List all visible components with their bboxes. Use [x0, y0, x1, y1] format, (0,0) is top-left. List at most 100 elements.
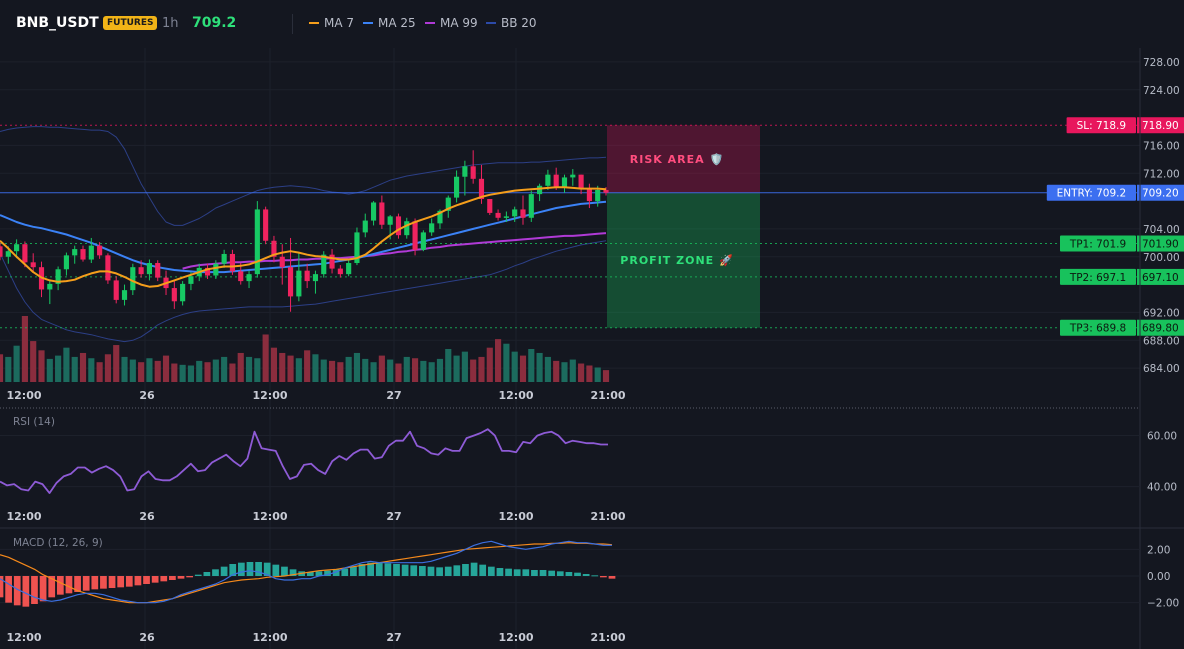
macd-pane: 2.00 0.00 −2.00 MACD (12, 26, 9): [0, 537, 1179, 610]
header-divider: [292, 14, 293, 34]
candle-body: [520, 209, 526, 218]
volume-bar: [403, 356, 410, 382]
macd-histogram-bar: [13, 576, 21, 606]
price-axis-tick: 728.00: [1143, 57, 1180, 69]
macd-histogram-bar: [108, 576, 116, 588]
macd-axis-tick: −2.00: [1147, 598, 1179, 610]
candle-body: [188, 276, 194, 284]
macd-histogram-bar: [229, 564, 237, 576]
interval-label[interactable]: 1h: [162, 16, 179, 31]
level-tag-label: TP3: 689.8: [1069, 323, 1126, 335]
volume-bar: [362, 358, 369, 382]
last-price: 709.2: [192, 15, 237, 31]
level-tag-label: ENTRY: 709.2: [1057, 188, 1126, 200]
ma7-line: [0, 186, 607, 288]
time-axis-tick: 21:00: [590, 510, 625, 523]
volume-bar: [96, 362, 103, 382]
axis-level-label: 709.20: [1142, 188, 1179, 200]
macd-histogram-bar: [237, 562, 245, 576]
volume-bar: [204, 362, 211, 382]
legend-ma25[interactable]: MA 25: [363, 16, 416, 30]
level-tag: [1046, 184, 1136, 201]
macd-histogram-bar: [505, 568, 512, 576]
macd-histogram-bar: [272, 564, 280, 576]
volume-bar: [46, 358, 53, 382]
macd-histogram-bar: [591, 575, 599, 577]
candle-body: [63, 255, 69, 270]
level-tag: [1060, 268, 1136, 285]
level-tag-label: TP2: 697.1: [1069, 272, 1126, 284]
candle-body: [72, 249, 78, 256]
volume-bar: [270, 347, 278, 382]
macd-histogram-bar: [436, 567, 443, 576]
level-tag-label: TP1: 701.9: [1069, 239, 1126, 251]
volume-bar: [312, 354, 319, 382]
macd-histogram-bar: [5, 576, 12, 603]
volume-bar: [245, 356, 253, 382]
rsi-axis-tick: 40.00: [1147, 482, 1177, 494]
candle-body: [503, 216, 509, 218]
volume-bar: [79, 352, 87, 382]
macd-histogram-bar: [255, 562, 262, 576]
volume-bar: [287, 355, 294, 382]
volume-bar: [154, 360, 161, 382]
volume-bar: [536, 352, 543, 382]
risk-area-label: RISK AREA 🛡️: [630, 153, 724, 166]
candle-body: [379, 202, 385, 225]
volume-bar: [196, 360, 203, 382]
candle-body: [512, 209, 518, 217]
legend-ma7[interactable]: MA 7: [309, 16, 354, 30]
price-axis-tick: 684.00: [1143, 363, 1180, 375]
time-axis-tick: 12:00: [6, 510, 41, 523]
candle-body: [287, 267, 294, 297]
time-axis-tick: 26: [139, 510, 155, 523]
candle-body: [495, 212, 501, 218]
volume-bar: [162, 355, 170, 382]
macd-histogram-bar: [574, 572, 581, 576]
volume-bar: [428, 362, 435, 382]
volume-bar: [254, 358, 261, 382]
axis-level-label: 718.90: [1142, 120, 1179, 132]
macd-histogram-bar: [220, 566, 228, 576]
macd-line: [0, 540, 612, 604]
candle-body: [545, 174, 551, 186]
volume-bar: [495, 339, 502, 382]
legend-bb20[interactable]: BB 20: [486, 16, 537, 30]
macd-histogram-bar: [531, 570, 538, 576]
volume-bar: [21, 316, 28, 382]
level-tag: [1060, 319, 1136, 336]
macd-histogram-bar: [565, 572, 573, 576]
price-axis-tick: 704.00: [1143, 224, 1180, 236]
rsi-line: [0, 428, 608, 494]
candle-body: [454, 176, 460, 198]
macd-histogram-bar: [31, 576, 38, 604]
volume-bar: [586, 365, 593, 382]
candle-body: [561, 177, 568, 188]
volume-bar: [519, 355, 527, 382]
legend-swatch-ma7: [309, 21, 319, 24]
level-tag-label: SL: 718.9: [1077, 120, 1126, 132]
volume-bar: [0, 354, 4, 382]
volume-bar: [453, 355, 460, 382]
macd-histogram-bar: [487, 566, 495, 576]
volume-bar: [478, 356, 485, 382]
price-axis-tick: 712.00: [1143, 168, 1180, 180]
axis-level-label: 689.80: [1142, 323, 1179, 335]
volume-bar: [470, 359, 477, 382]
candle-body: [30, 262, 36, 268]
candle-body: [138, 267, 144, 275]
macd-histogram-bar: [496, 568, 504, 576]
candle-body: [221, 253, 227, 264]
volume-bar: [262, 334, 269, 382]
volume-bar: [578, 363, 585, 382]
symbol-label[interactable]: BNB_USDT: [16, 15, 99, 31]
candle-body: [387, 216, 393, 225]
candle-body: [395, 216, 402, 236]
volume-bar: [320, 359, 327, 382]
legend-ma99[interactable]: MA 99: [425, 16, 478, 30]
axis-level-tag: [1137, 117, 1184, 134]
macd-histogram-bar: [263, 562, 271, 576]
macd-title: MACD (12, 26, 9): [13, 537, 103, 549]
volume-bar: [569, 359, 576, 382]
